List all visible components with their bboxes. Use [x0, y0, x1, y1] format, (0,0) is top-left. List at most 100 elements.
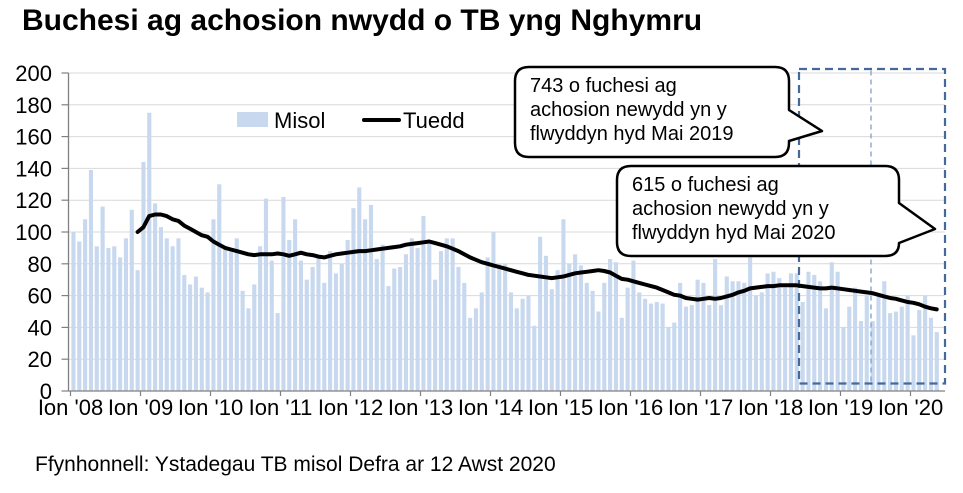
monthly-bar	[234, 238, 239, 391]
legend-trend-swatch	[362, 118, 401, 122]
y-tick-label: 40	[28, 315, 52, 340]
x-tick-label: Ion '16	[598, 395, 663, 420]
monthly-bar	[724, 276, 729, 391]
x-tick-label: Ion '08	[38, 395, 103, 420]
x-tick-label: Ion '11	[249, 395, 313, 420]
monthly-bar	[905, 295, 910, 391]
monthly-bar	[112, 246, 117, 391]
monthly-bar	[205, 292, 210, 391]
monthly-bar	[246, 308, 251, 391]
monthly-bar	[193, 276, 198, 391]
monthly-bar	[141, 162, 146, 391]
monthly-bar	[893, 311, 898, 391]
monthly-bar	[497, 263, 502, 391]
y-tick-labels: 0 20 40 60 80 100 120 140 160 180 200	[15, 61, 52, 404]
monthly-bar	[421, 216, 426, 391]
y-tick-label: 0	[40, 379, 52, 404]
monthly-bar	[374, 259, 379, 391]
monthly-bar	[917, 309, 922, 391]
monthly-bar	[899, 306, 904, 391]
monthly-bar	[818, 281, 823, 391]
monthly-bar	[491, 232, 496, 391]
monthly-bar	[532, 325, 537, 391]
y-tick-label: 100	[15, 220, 52, 245]
monthly-bar	[176, 238, 181, 391]
y-tick-label: 80	[28, 252, 52, 277]
callout-615-line2: achosion newydd yn y	[632, 198, 829, 220]
y-tick-label: 120	[15, 188, 52, 213]
monthly-bar	[380, 244, 385, 391]
monthly-bar	[823, 308, 828, 391]
monthly-bar	[555, 270, 560, 391]
monthly-bar	[870, 321, 875, 391]
monthly-bar	[596, 311, 601, 391]
monthly-bar	[923, 295, 928, 391]
monthly-bar	[485, 257, 490, 391]
monthly-bar	[648, 303, 653, 391]
monthly-bar	[83, 219, 88, 391]
monthly-bar	[730, 281, 735, 391]
monthly-bar	[462, 282, 467, 391]
monthly-bar	[882, 281, 887, 391]
monthly-bar	[333, 273, 338, 391]
monthly-bar	[543, 255, 548, 391]
monthly-bar	[240, 290, 245, 391]
monthly-bar	[853, 287, 858, 391]
monthly-bar	[345, 239, 350, 391]
monthly-bar	[275, 313, 280, 391]
monthly-bar	[590, 290, 595, 391]
monthly-bar	[695, 279, 700, 391]
monthly-bar	[748, 257, 753, 391]
plot-area: 0 20 40 60 80 100 120 140 160 180 200 Ion '08 Ion '0…	[15, 61, 947, 420]
monthly-bar	[578, 265, 583, 391]
monthly-bar	[736, 281, 741, 391]
callout-743-line3: flwyddyn hyd Mai 2019	[530, 123, 733, 145]
source-note: Ffynhonnell: Ystadegau TB misol Defra ar…	[35, 453, 556, 476]
page-title: Buchesi ag achosion nwydd o TB yng Nghym…	[22, 4, 703, 37]
monthly-bar	[888, 313, 893, 391]
callout-bubble-743	[513, 65, 824, 159]
callout-743-line1: 743 o fuchesi ag	[530, 75, 677, 97]
y-tick-label: 180	[15, 93, 52, 118]
monthly-bar	[281, 197, 286, 391]
x-tick-label: Ion '18	[738, 395, 803, 420]
monthly-bar	[94, 246, 99, 391]
monthly-bar	[77, 241, 82, 391]
monthly-bar	[765, 273, 770, 391]
monthly-bar	[654, 301, 659, 391]
highlight-window-box	[797, 67, 947, 385]
monthly-bar	[812, 274, 817, 391]
monthly-bar	[561, 219, 566, 391]
monthly-bar	[188, 284, 193, 391]
monthly-bar	[263, 198, 268, 391]
monthly-bar	[316, 257, 321, 391]
monthly-bar	[456, 266, 461, 391]
x-tick-label: Ion '17	[668, 395, 733, 420]
legend-monthly-swatch	[237, 112, 268, 127]
monthly-bar	[876, 294, 881, 391]
monthly-bar	[147, 112, 152, 391]
monthly-bar	[742, 282, 747, 391]
monthly-bar	[613, 262, 618, 391]
monthly-bar	[777, 278, 782, 391]
monthly-bar	[304, 279, 309, 391]
y-tick-label: 160	[15, 125, 52, 150]
monthly-bar	[759, 292, 764, 391]
monthly-bar	[269, 260, 274, 391]
monthly-bar	[637, 292, 642, 391]
monthly-bar	[707, 305, 712, 391]
monthly-bar	[217, 184, 222, 391]
monthly-bar	[771, 271, 776, 391]
x-tick-label: Ion '14	[458, 395, 523, 420]
callout-615-line3: flwyddyn hyd Mai 2020	[632, 222, 835, 244]
monthly-bar	[339, 263, 344, 391]
monthly-bar	[584, 282, 589, 391]
callout-743-line2: achosion newydd yn y	[530, 99, 727, 121]
callout-615: 615 o fuchesi ag achosion newydd yn y fl…	[615, 164, 937, 258]
monthly-bar	[794, 273, 799, 391]
monthly-bar	[164, 238, 169, 391]
trend	[135, 212, 939, 312]
y-tick-label: 20	[28, 347, 52, 372]
monthly-bar	[643, 298, 648, 391]
monthly-bar	[106, 247, 111, 391]
